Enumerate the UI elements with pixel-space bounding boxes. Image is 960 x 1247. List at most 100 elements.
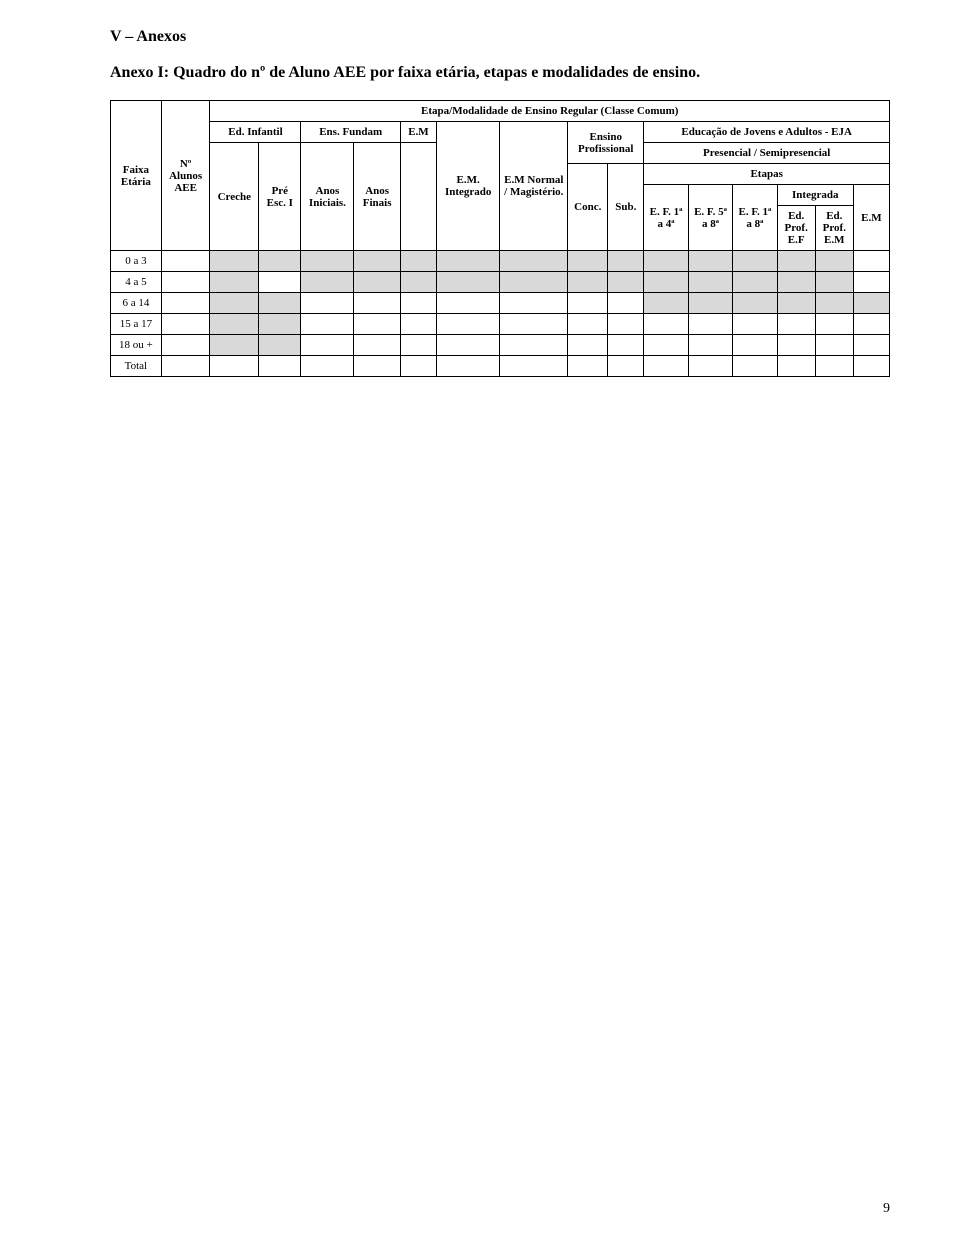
cell	[853, 293, 889, 314]
cell	[400, 335, 436, 356]
col-ed-prof-em: Ed. Prof. E.M	[815, 206, 853, 251]
cell	[436, 251, 500, 272]
cell	[608, 251, 644, 272]
cell	[354, 356, 401, 377]
col-em-normal: E.M Normal / Magistério.	[500, 122, 568, 251]
cell	[436, 293, 500, 314]
cell	[400, 251, 436, 272]
grp-presencial: Presencial / Semipresencial	[644, 143, 890, 164]
cell	[688, 335, 732, 356]
row-label: 18 ou +	[111, 335, 162, 356]
cell	[815, 314, 853, 335]
cell	[608, 314, 644, 335]
cell	[688, 356, 732, 377]
super-header: Etapa/Modalidade de Ensino Regular (Clas…	[210, 101, 890, 122]
cell	[688, 293, 732, 314]
grp-eja: Educação de Jovens e Adultos - EJA	[644, 122, 890, 143]
cell	[777, 293, 815, 314]
col-conc: Conc.	[568, 164, 608, 251]
cell	[210, 314, 259, 335]
cell	[733, 335, 777, 356]
cell	[400, 356, 436, 377]
cell	[688, 251, 732, 272]
cell	[161, 293, 210, 314]
cell	[644, 356, 688, 377]
col-anos-iniciais: Anos Iniciais.	[301, 143, 354, 251]
cell	[436, 335, 500, 356]
cell	[210, 293, 259, 314]
page-number: 9	[883, 1201, 890, 1217]
col-faixa-etaria: Faixa Etária	[111, 101, 162, 251]
col-em-blank	[400, 143, 436, 251]
table-row: 15 a 17	[111, 314, 890, 335]
page: V – Anexos Anexo I: Quadro do nº de Alun…	[0, 0, 960, 1247]
cell	[644, 293, 688, 314]
cell	[815, 293, 853, 314]
cell	[853, 314, 889, 335]
cell	[301, 335, 354, 356]
cell	[161, 335, 210, 356]
cell	[733, 251, 777, 272]
col-ed-prof-ef: Ed. Prof. E.F	[777, 206, 815, 251]
cell	[210, 251, 259, 272]
cell	[777, 314, 815, 335]
cell	[259, 356, 301, 377]
cell	[400, 314, 436, 335]
cell	[733, 293, 777, 314]
cell	[568, 251, 608, 272]
cell	[777, 272, 815, 293]
cell	[259, 293, 301, 314]
cell	[688, 272, 732, 293]
cell	[733, 314, 777, 335]
col-em-final: E.M	[853, 185, 889, 251]
cell	[436, 356, 500, 377]
cell	[500, 356, 568, 377]
cell	[733, 272, 777, 293]
cell	[777, 251, 815, 272]
cell	[500, 293, 568, 314]
cell	[161, 314, 210, 335]
col-sub: Sub.	[608, 164, 644, 251]
col-ef-5a8: E. F. 5ª a 8ª	[688, 185, 732, 251]
cell	[608, 335, 644, 356]
cell	[354, 272, 401, 293]
cell	[301, 293, 354, 314]
table-row: Total	[111, 356, 890, 377]
row-label: 15 a 17	[111, 314, 162, 335]
cell	[568, 335, 608, 356]
table-row: 6 a 14	[111, 293, 890, 314]
cell	[354, 251, 401, 272]
cell	[210, 335, 259, 356]
cell	[644, 335, 688, 356]
col-ef-1a8: E. F. 1ª a 8ª	[733, 185, 777, 251]
cell	[259, 314, 301, 335]
cell	[777, 335, 815, 356]
cell	[161, 272, 210, 293]
cell	[259, 335, 301, 356]
col-em-integrado: E.M. Integrado	[436, 122, 500, 251]
cell	[301, 356, 354, 377]
col-creche: Creche	[210, 143, 259, 251]
col-anos-finais: Anos Finais	[354, 143, 401, 251]
cell	[644, 251, 688, 272]
cell	[500, 272, 568, 293]
cell	[688, 314, 732, 335]
table-row: 4 a 5	[111, 272, 890, 293]
cell	[259, 272, 301, 293]
cell	[354, 314, 401, 335]
cell	[815, 356, 853, 377]
cell	[259, 251, 301, 272]
cell	[568, 293, 608, 314]
cell	[608, 293, 644, 314]
table-row: 18 ou +	[111, 335, 890, 356]
cell	[608, 272, 644, 293]
cell	[500, 251, 568, 272]
cell	[568, 314, 608, 335]
cell	[161, 251, 210, 272]
cell	[210, 272, 259, 293]
grp-ed-infantil: Ed. Infantil	[210, 122, 301, 143]
table-row: 0 a 3	[111, 251, 890, 272]
cell	[608, 356, 644, 377]
cell	[853, 335, 889, 356]
cell	[436, 314, 500, 335]
